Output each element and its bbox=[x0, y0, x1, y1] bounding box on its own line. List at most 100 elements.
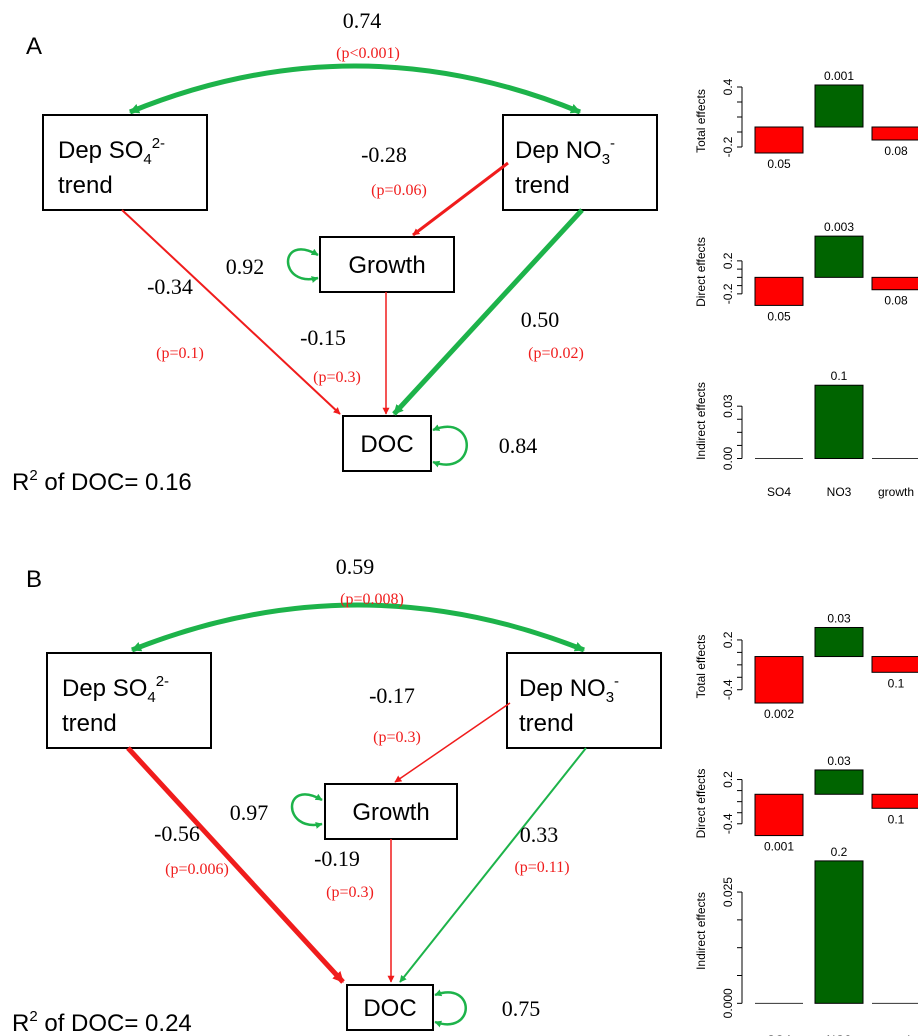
effects-bar-charts: -0.2 0.4 Total effects 0.05 0.001 0.08 -0.2 0.2… bbox=[694, 69, 918, 1036]
bar-chart-b-direct-effects: -0.4 0.2 Direct effects 0.001 0.03 0.1 bbox=[694, 754, 918, 854]
y-axis-title: Total effects bbox=[694, 635, 708, 699]
y-tick-label: 0.025 bbox=[721, 877, 735, 907]
no3-to-doc-arrow bbox=[392, 208, 584, 416]
no3-superscript: - bbox=[610, 135, 615, 152]
panel-letter: B bbox=[26, 566, 42, 593]
so4-box: Dep SO42- trend bbox=[42, 114, 208, 211]
bar-no3 bbox=[814, 626, 864, 658]
so4-label: Dep SO bbox=[58, 137, 143, 164]
no3-subscript: 3 bbox=[602, 151, 610, 168]
bar-chart-a-indirect-effects: 0.00 0.03 Indirect effects 0.1 SO4 NO3 growth bbox=[694, 369, 918, 499]
y-tick-label: -0.2 bbox=[721, 136, 735, 157]
growth-self-loop bbox=[286, 248, 319, 283]
doc-box: DOC bbox=[346, 984, 434, 1031]
bar-p-label: 0.2 bbox=[831, 845, 848, 859]
so4-to-doc-arrow bbox=[126, 746, 345, 984]
no3-label: Dep NO bbox=[519, 675, 606, 702]
no3-box: Dep NO3- trend bbox=[502, 114, 658, 211]
growth-doc-p-value: (p=0.3) bbox=[326, 884, 374, 901]
growth-doc-coefficient: -0.15 bbox=[300, 325, 346, 350]
y-tick-label: 0.2 bbox=[721, 252, 735, 269]
bar-no3 bbox=[814, 84, 864, 128]
bar-chart-b-indirect-effects: 0.000 0.025 Indirect effects 0.2 SO4 NO3 growt… bbox=[694, 845, 918, 1036]
bar-no3 bbox=[814, 860, 864, 1004]
doc-residual-value: 0.75 bbox=[502, 996, 541, 1021]
panel-a-diagram: A 0.74 (p<0.001) Dep SO42- trend Dep NO3… bbox=[12, 8, 658, 496]
covariance-coefficient: 0.59 bbox=[336, 554, 375, 579]
so4-subscript: 4 bbox=[147, 689, 155, 706]
so4-label: Dep SO bbox=[62, 675, 147, 702]
y-tick-label: -0.4 bbox=[721, 813, 735, 834]
no3-doc-p-value: (p=0.02) bbox=[528, 345, 584, 362]
so4-trend-label: trend bbox=[62, 710, 117, 737]
no3-growth-coefficient: -0.28 bbox=[361, 142, 407, 167]
y-tick-label: 0.000 bbox=[721, 988, 735, 1018]
bar-p-label: 0.003 bbox=[824, 220, 854, 234]
y-tick-label: 0.2 bbox=[721, 631, 735, 648]
y-tick-label: 0.00 bbox=[721, 447, 735, 471]
bar-no3 bbox=[814, 769, 864, 795]
no3-doc-coefficient: 0.33 bbox=[520, 822, 559, 847]
x-tick-label: NO3 bbox=[827, 485, 852, 499]
svg-text:Dep SO42-: Dep SO42- bbox=[62, 673, 169, 706]
y-tick-label: -0.4 bbox=[721, 679, 735, 700]
growth-doc-p-value: (p=0.3) bbox=[313, 369, 361, 386]
x-tick-label: growth bbox=[878, 485, 914, 499]
y-tick-label: 0.4 bbox=[721, 78, 735, 95]
y-tick-label: 0.2 bbox=[721, 771, 735, 788]
x-tick-label: NO3 bbox=[827, 1033, 852, 1036]
covariance-arrow bbox=[131, 602, 585, 653]
bar-chart-b-total-effects: -0.4 0.2 Total effects 0.002 0.03 0.1 bbox=[694, 611, 918, 721]
no3-subscript: 3 bbox=[606, 689, 614, 706]
y-axis-title: Indirect effects bbox=[694, 892, 708, 970]
growth-label: Growth bbox=[348, 252, 425, 279]
y-tick-label: -0.2 bbox=[721, 283, 735, 304]
bar-p-label: 0.1 bbox=[888, 676, 905, 690]
bar-chart-a-total-effects: -0.2 0.4 Total effects 0.05 0.001 0.08 bbox=[694, 69, 918, 171]
covariance-coefficient: 0.74 bbox=[343, 8, 382, 33]
so4-doc-coefficient: -0.56 bbox=[154, 821, 200, 846]
bar-p-label: 0.002 bbox=[764, 707, 794, 721]
no3-box: Dep NO3- trend bbox=[506, 652, 662, 749]
no3-label: Dep NO bbox=[515, 137, 602, 164]
doc-self-loop bbox=[434, 989, 467, 1028]
no3-trend-label: trend bbox=[515, 172, 570, 199]
no3-trend-label: trend bbox=[519, 710, 574, 737]
y-axis-title: Total effects bbox=[694, 89, 708, 153]
panel-b-diagram: B 0.59 (p=0.008) Dep SO42- trend Dep NO3… bbox=[12, 554, 662, 1036]
growth-residual-value: 0.97 bbox=[230, 800, 269, 825]
no3-growth-coefficient: -0.17 bbox=[369, 683, 415, 708]
so4-to-doc-arrow bbox=[121, 209, 341, 415]
no3-growth-p-value: (p=0.3) bbox=[373, 729, 421, 746]
y-axis-title: Direct effects bbox=[694, 237, 708, 307]
growth-box: Growth bbox=[324, 783, 458, 840]
r-squared-label: R2 of DOC= 0.24 bbox=[12, 1008, 192, 1036]
so4-doc-p-value: (p=0.006) bbox=[165, 861, 229, 878]
bar-p-label: 0.03 bbox=[827, 754, 851, 768]
x-tick-label: growth bbox=[878, 1033, 914, 1036]
bar-so4 bbox=[754, 276, 804, 306]
no3-to-growth-arrow bbox=[394, 702, 511, 783]
bar-growth bbox=[871, 126, 918, 141]
so4-trend-label: trend bbox=[58, 172, 113, 199]
bar-so4 bbox=[754, 126, 804, 154]
bar-p-label: 0.001 bbox=[824, 69, 854, 83]
so4-superscript: 2- bbox=[152, 135, 165, 152]
r-squared-label: R2 of DOC= 0.16 bbox=[12, 467, 192, 496]
y-axis-title: Indirect effects bbox=[694, 382, 708, 460]
y-tick-label: 0.03 bbox=[721, 394, 735, 418]
so4-box: Dep SO42- trend bbox=[46, 652, 212, 749]
no3-doc-coefficient: 0.50 bbox=[521, 307, 560, 332]
x-tick-label: SO4 bbox=[767, 485, 791, 499]
growth-label: Growth bbox=[352, 799, 429, 826]
bar-p-label: 0.03 bbox=[827, 611, 851, 625]
bar-p-label: 0.08 bbox=[884, 144, 908, 158]
no3-to-growth-arrow bbox=[412, 161, 509, 237]
so4-doc-p-value: (p=0.1) bbox=[156, 345, 204, 362]
svg-text:Dep NO3-: Dep NO3- bbox=[515, 135, 615, 168]
bar-growth bbox=[871, 793, 918, 809]
doc-label: DOC bbox=[363, 995, 416, 1022]
bar-p-label: 0.05 bbox=[767, 309, 791, 323]
covariance-arrow bbox=[129, 63, 581, 115]
